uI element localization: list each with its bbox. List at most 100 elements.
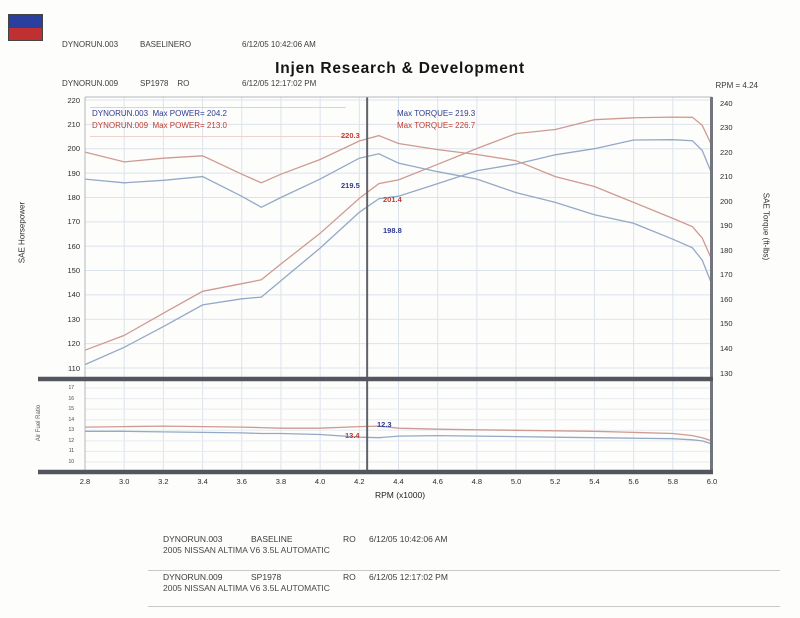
footer-divider-2 [148, 606, 780, 607]
afr-tick-label: 12 [68, 437, 74, 444]
hp-tick-label: 120 [67, 339, 80, 349]
legend-power-1: DYNORUN.003 Max POWER= 204.2 [92, 109, 227, 118]
curve-dynorun-009-sae-torque [84, 134, 713, 261]
x-tick-label: 3.4 [197, 477, 208, 486]
legend-power-2: DYNORUN.009 Max POWER= 213.0 [92, 121, 227, 130]
cursor-readout-198.8: 198.8 [383, 226, 402, 235]
footer-run1-vehicle: 2005 NISSAN ALTIMA V6 3.5L AUTOMATIC [163, 545, 330, 555]
footer-divider-1 [148, 570, 780, 571]
tq-tick-label: 180 [720, 245, 733, 255]
tq-tick-label: 140 [720, 343, 733, 353]
curve-dynorun-009-sae-horsepower [84, 116, 713, 351]
footer-run2-line: DYNORUN.009 SP1978 RO 6/12/05 12:17:02 PM [163, 572, 448, 582]
x-tick-label: 3.6 [236, 477, 247, 486]
footer-run2-ro: RO [343, 572, 356, 582]
footer-run1-datetime: 6/12/05 10:42:06 AM [369, 534, 448, 544]
afr-tick-label: 11 [68, 448, 74, 455]
tq-tick-label: 150 [720, 319, 733, 329]
cursor-rpm-readout: RPM = 4.24 [715, 81, 758, 90]
curve-dynorun-003-sae-horsepower [84, 139, 713, 366]
x-tick-label: 3.8 [275, 477, 287, 486]
x-tick-label: 3.0 [118, 477, 130, 486]
x-tick-label: 6.0 [706, 477, 718, 486]
header-run1: DYNORUN.003 BASELINERO 6/12/05 10:42:06 AM [62, 38, 316, 51]
x-tick-label: 4.6 [432, 477, 443, 486]
chart-title: Injen Research & Development [275, 60, 525, 77]
x-tick-label: 4.8 [471, 477, 483, 486]
cursor-readout-219.5: 219.5 [341, 181, 360, 190]
curve-dynorun-003-air-fuel-ratio [85, 430, 713, 445]
x-tick-label: 3.2 [158, 477, 169, 486]
header-run2: DYNORUN.009 SP1978 RO 6/12/05 12:17:02 PM [62, 77, 316, 90]
tq-tick-label: 210 [720, 172, 733, 182]
footer-run1-ro: RO [343, 534, 356, 544]
hp-tick-label: 180 [67, 192, 80, 202]
hp-tick-label: 220 [67, 95, 80, 105]
tq-tick-label: 130 [720, 368, 733, 378]
afr-tick-label: 15 [68, 406, 74, 413]
x-tick-label: 4.2 [354, 477, 365, 486]
tq-tick-label: 190 [720, 221, 733, 231]
x-tick-label: 5.0 [510, 477, 522, 486]
x-tick-label: 2.8 [79, 477, 91, 486]
right-axis-label: SAE Torque (ft-lbs) [761, 192, 771, 261]
footer-run1-id: DYNORUN.003 [163, 534, 223, 544]
run1-id: DYNORUN.003 [62, 40, 119, 49]
report-footer: DYNORUN.003 BASELINE RO 6/12/05 10:42:06 AM… [163, 534, 448, 593]
curve-dynorun-003-sae-torque [84, 153, 713, 285]
legend-torque-2: Max TORQUE= 226.7 [397, 121, 476, 130]
afr-tick-label: 14 [68, 416, 74, 423]
x-tick-label: 5.8 [667, 477, 679, 486]
tq-tick-label: 160 [720, 294, 733, 304]
run1-datetime: 6/12/05 10:42:06 AM [242, 40, 316, 49]
afr-tick-label: 16 [68, 395, 74, 402]
x-tick-label: 5.4 [589, 477, 600, 486]
run2-color-swatch [8, 27, 43, 41]
footer-run2-datetime: 6/12/05 12:17:02 PM [369, 572, 448, 582]
afr-tick-label: 17 [68, 385, 74, 391]
footer-run2-name: SP1978 [251, 572, 282, 582]
x-tick-label: 4.0 [314, 477, 326, 486]
footer-run2-id: DYNORUN.009 [163, 572, 223, 582]
header-run-list: DYNORUN.003 BASELINERO 6/12/05 10:42:06 AM… [62, 12, 316, 116]
run2-datetime: 6/12/05 12:17:02 PM [242, 79, 317, 88]
x-tick-label: 4.4 [393, 477, 404, 486]
x-tick-label: 5.2 [550, 477, 561, 486]
run2-id: DYNORUN.009 [62, 79, 119, 88]
tq-tick-label: 220 [720, 147, 733, 157]
afr-tick-label: 13 [68, 427, 74, 434]
x-tick-label: 5.6 [628, 477, 639, 486]
hp-tick-label: 110 [68, 363, 80, 373]
hp-tick-label: 130 [67, 314, 80, 324]
hp-tick-label: 150 [67, 266, 80, 276]
footer-run1-name: BASELINE [251, 534, 293, 544]
curve-dynorun-009-air-fuel-ratio [84, 425, 713, 442]
footer-run1: DYNORUN.003 BASELINE RO 6/12/05 10:42:06 AM… [163, 534, 448, 555]
cursor-readout-201.4: 201.4 [383, 195, 402, 204]
cursor-readout-13.4: 13.4 [345, 431, 360, 440]
tq-tick-label: 200 [720, 196, 733, 206]
afr-tick-label: 10 [68, 459, 74, 465]
legend-torque-1: Max TORQUE= 219.3 [397, 109, 476, 118]
hp-tick-label: 200 [67, 144, 80, 154]
afr-axis-label: Air Fuel Ratio [36, 404, 42, 442]
cursor-readout-220.3: 220.3 [341, 131, 360, 140]
tq-tick-label: 170 [720, 270, 733, 280]
run1-name: BASELINERO [140, 40, 192, 49]
cursor-readout-12.3: 12.3 [377, 420, 392, 429]
run2-name: SP1978 RO [140, 79, 190, 88]
footer-run2-vehicle: 2005 NISSAN ALTIMA V6 3.5L AUTOMATIC [163, 583, 330, 593]
hp-tick-label: 170 [67, 217, 80, 227]
footer-run2: DYNORUN.009 SP1978 RO 6/12/05 12:17:02 PM 2… [163, 572, 448, 593]
tq-tick-label: 240 [720, 98, 733, 108]
hp-tick-label: 190 [67, 168, 80, 178]
hp-tick-label: 140 [67, 290, 80, 300]
tq-tick-label: 230 [720, 123, 733, 133]
left-axis-label: SAE Horsepower [17, 201, 27, 264]
footer-run1-line: DYNORUN.003 BASELINE RO 6/12/05 10:42:06 AM [163, 534, 448, 544]
x-axis-label: RPM (x1000) [374, 490, 426, 500]
legend-box [90, 107, 346, 137]
hp-tick-label: 210 [67, 119, 80, 129]
